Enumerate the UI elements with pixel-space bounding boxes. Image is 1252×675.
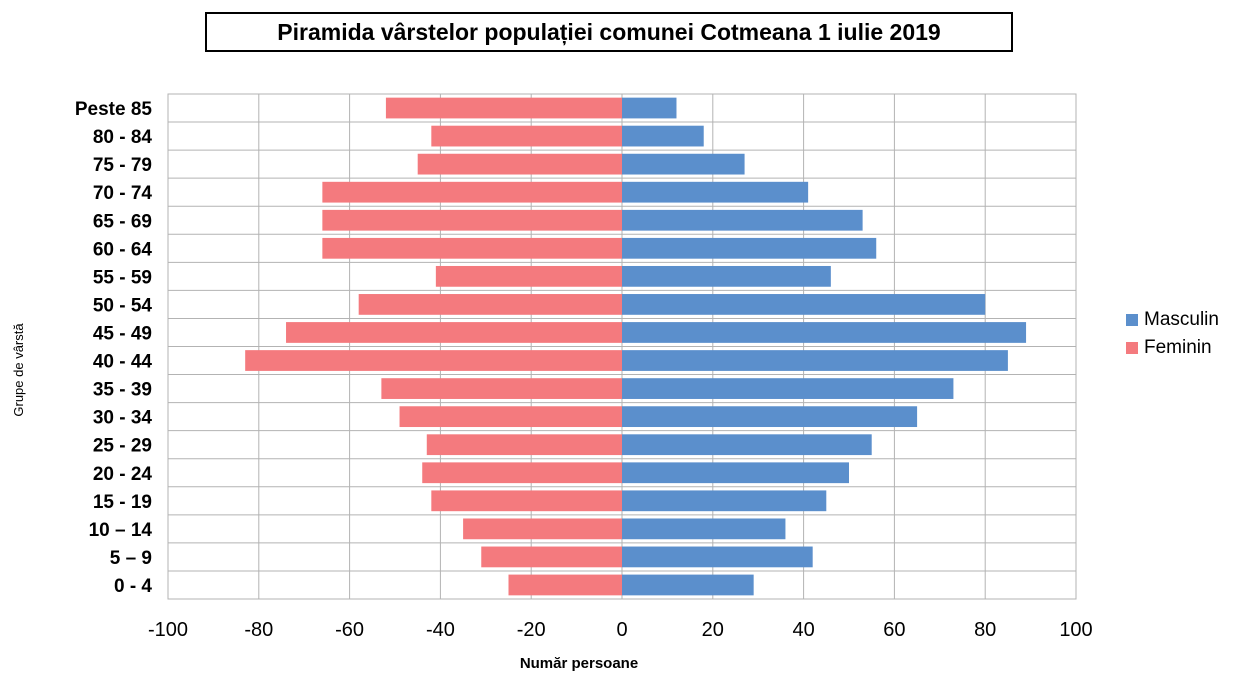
bar-feminin (435, 265, 622, 287)
bar-masculin (622, 209, 863, 231)
bar-masculin (622, 125, 704, 147)
bar-masculin (622, 574, 754, 596)
y-category-label: 40 - 44 (93, 352, 153, 373)
bar-masculin (622, 378, 954, 399)
legend-swatch-masculin (1126, 314, 1138, 326)
bar-feminin (481, 546, 622, 568)
y-category-label: 35 - 39 (93, 380, 152, 401)
legend-swatch-feminin (1126, 342, 1138, 354)
bar-feminin (417, 153, 622, 175)
x-tick-label: 40 (792, 619, 814, 641)
bar-feminin (508, 574, 622, 596)
x-tick-label: 20 (702, 619, 724, 641)
legend: Masculin Feminin (1126, 306, 1219, 362)
x-tick-label: -100 (148, 619, 188, 641)
bar-masculin (622, 97, 677, 119)
y-category-label: 60 - 64 (93, 239, 153, 260)
bar-masculin (622, 294, 986, 315)
bar-masculin (622, 462, 849, 484)
legend-item-masculin: Masculin (1126, 306, 1219, 334)
legend-item-feminin: Feminin (1126, 334, 1219, 362)
bar-masculin (622, 406, 918, 428)
bar-masculin (622, 434, 872, 456)
x-tick-label: -40 (426, 619, 455, 641)
bar-masculin (622, 490, 827, 512)
y-category-label: 45 - 49 (93, 323, 152, 344)
bar-feminin (322, 181, 622, 203)
x-tick-label: 60 (883, 619, 905, 641)
y-category-label: 5 – 9 (110, 548, 152, 569)
x-axis-title: Număr persoane (520, 655, 638, 672)
x-tick-label: 0 (616, 619, 627, 641)
bar-feminin (245, 350, 622, 371)
x-tick-label: -80 (244, 619, 273, 641)
bar-feminin (286, 322, 622, 343)
bar-feminin (431, 125, 622, 147)
bar-masculin (622, 237, 877, 259)
bar-feminin (381, 378, 622, 399)
chart-title: Piramida vârstelor populației comunei Co… (205, 12, 1013, 52)
y-category-label: 65 - 69 (93, 211, 152, 232)
y-category-label: 10 – 14 (89, 520, 153, 541)
y-category-label: 75 - 79 (93, 155, 152, 176)
bar-masculin (622, 265, 831, 287)
bar-feminin (358, 294, 622, 315)
x-tick-label: -60 (335, 619, 364, 641)
bar-masculin (622, 518, 786, 540)
x-tick-label: -20 (517, 619, 546, 641)
bar-masculin (622, 153, 745, 175)
legend-label-masculin: Masculin (1144, 309, 1219, 330)
bar-feminin (322, 209, 622, 231)
bar-feminin (322, 237, 622, 259)
y-category-label: 70 - 74 (93, 183, 153, 204)
y-category-label: 25 - 29 (93, 436, 152, 457)
y-category-label: 80 - 84 (93, 127, 153, 148)
y-axis-title: Grupe de vârstă (11, 323, 26, 417)
bar-feminin (422, 462, 622, 484)
bar-feminin (431, 490, 622, 512)
x-tick-label: 100 (1059, 619, 1092, 641)
legend-label-feminin: Feminin (1144, 337, 1212, 358)
y-category-label: 0 - 4 (114, 576, 152, 597)
bar-masculin (622, 546, 813, 568)
y-category-label: 55 - 59 (93, 267, 152, 288)
bar-feminin (463, 518, 622, 540)
y-category-label: 15 - 19 (93, 492, 152, 513)
bar-masculin (622, 322, 1027, 343)
bar-masculin (622, 350, 1008, 371)
bar-masculin (622, 181, 809, 203)
y-category-label: 50 - 54 (93, 295, 153, 316)
y-category-label: Peste 85 (75, 99, 153, 120)
y-category-label: 20 - 24 (93, 464, 153, 485)
y-category-label: 30 - 34 (93, 408, 153, 429)
bar-feminin (426, 434, 622, 456)
x-tick-label: 80 (974, 619, 996, 641)
bar-feminin (385, 97, 622, 119)
bar-feminin (399, 406, 622, 428)
